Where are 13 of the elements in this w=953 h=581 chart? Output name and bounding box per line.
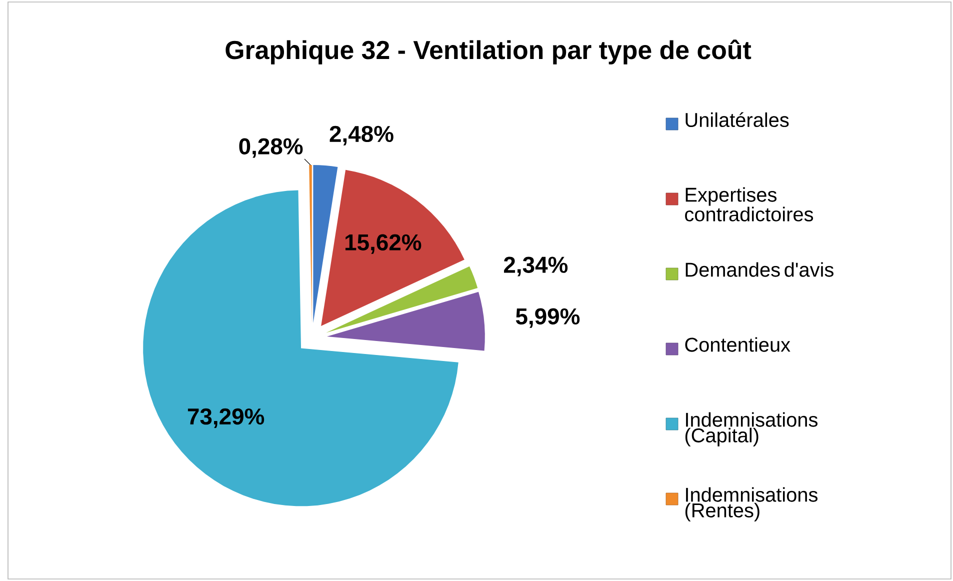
- legend-label: Contentieux: [685, 337, 790, 352]
- chart-title: Graphique 32 - Ventilation par type de coût: [226, 40, 752, 64]
- legend-label: Expertises contradictoires: [685, 187, 814, 222]
- data-label: 2,48%: [330, 126, 394, 146]
- data-label: 5,99%: [516, 308, 580, 328]
- legend-label: Demandes d'avis: [686, 262, 834, 277]
- data-label: 73,29%: [188, 408, 264, 428]
- legend-label: Indemnisations (Rentes): [685, 487, 818, 522]
- legend-label: Unilatérales: [686, 112, 789, 128]
- legend-label: Indemnisations (Capital): [685, 412, 818, 446]
- data-label: 2,34%: [504, 256, 568, 276]
- data-label: 15,62%: [345, 234, 422, 254]
- data-label: 0,28%: [239, 138, 303, 158]
